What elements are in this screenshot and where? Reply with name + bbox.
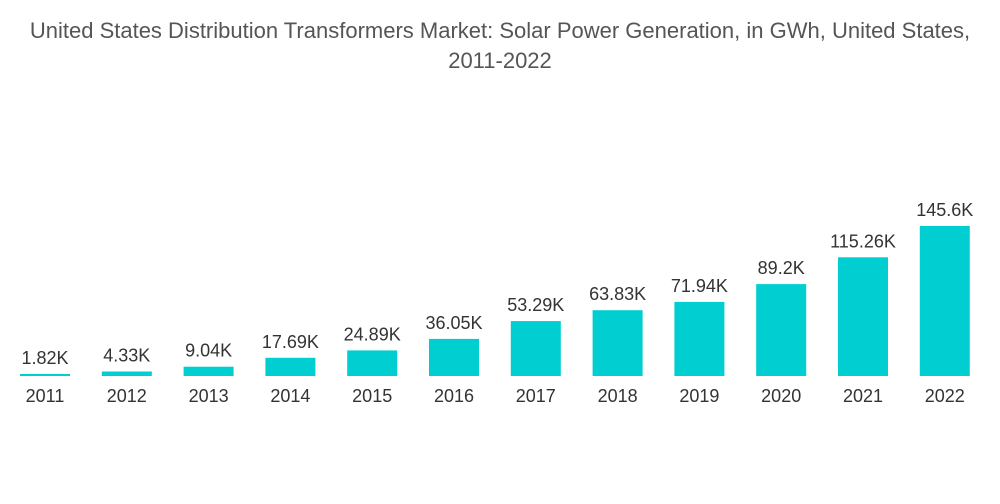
x-tick-2016: 2016 bbox=[434, 386, 474, 406]
bar-2016 bbox=[429, 338, 479, 376]
data-label-2021: 115.26K bbox=[830, 231, 896, 251]
x-axis-ticks: 2011 2012 2013 2014 2015 2016 2017 2018 2019 2020… bbox=[26, 386, 965, 406]
data-label-2011: 1.82K bbox=[21, 348, 68, 368]
x-tick-2020: 2020 bbox=[761, 386, 801, 406]
data-label-2018: 63.83K bbox=[589, 284, 646, 304]
data-label-2019: 71.94K bbox=[671, 276, 728, 296]
bars-group bbox=[20, 226, 970, 376]
x-tick-2015: 2015 bbox=[352, 386, 392, 406]
x-tick-2012: 2012 bbox=[107, 386, 147, 406]
data-label-2016: 36.05K bbox=[425, 313, 482, 333]
chart-title: United States Distribution Transformers … bbox=[29, 18, 971, 73]
bar-2014 bbox=[265, 357, 316, 376]
bar-2015 bbox=[347, 350, 398, 376]
bar-2011 bbox=[20, 374, 70, 376]
bar-2018 bbox=[592, 310, 643, 376]
data-label-2013: 9.04K bbox=[185, 341, 232, 361]
bar-2020 bbox=[756, 284, 807, 376]
data-label-2012: 4.33K bbox=[103, 346, 150, 366]
bar-2019 bbox=[674, 301, 725, 376]
x-tick-2022: 2022 bbox=[925, 386, 965, 406]
x-tick-2017: 2017 bbox=[516, 386, 556, 406]
bar-2022 bbox=[919, 226, 970, 376]
bar-2012 bbox=[101, 371, 152, 376]
bar-2017 bbox=[510, 321, 561, 376]
data-label-2022: 145.6K bbox=[916, 200, 973, 220]
bar-2013 bbox=[183, 366, 234, 376]
x-tick-2021: 2021 bbox=[843, 386, 883, 406]
data-label-2017: 53.29K bbox=[507, 295, 564, 315]
x-tick-2013: 2013 bbox=[189, 386, 229, 406]
x-tick-2011: 2011 bbox=[26, 386, 65, 406]
data-label-2015: 24.89K bbox=[344, 324, 401, 344]
x-tick-2014: 2014 bbox=[270, 386, 310, 406]
x-tick-2019: 2019 bbox=[679, 386, 719, 406]
data-label-2020: 89.2K bbox=[758, 258, 805, 278]
x-tick-2018: 2018 bbox=[598, 386, 638, 406]
data-labels-group: 1.82K 4.33K 9.04K 17.69K 24.89K 36.05K 53.29K 6… bbox=[21, 200, 973, 368]
data-label-2014: 17.69K bbox=[262, 332, 319, 352]
bar-2021 bbox=[838, 257, 888, 376]
